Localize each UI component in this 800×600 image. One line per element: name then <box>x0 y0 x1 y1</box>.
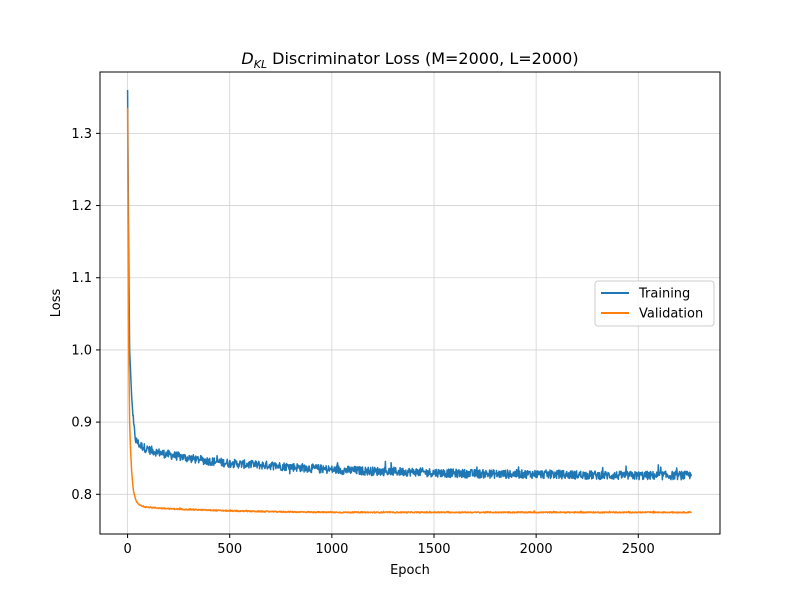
x-tick-label: 2000 <box>520 542 553 557</box>
legend-label-validation: Validation <box>639 307 703 322</box>
series-layer <box>126 90 693 514</box>
y-tick-label: 0.9 <box>71 416 92 431</box>
y-tick-label: 1.2 <box>71 199 92 214</box>
axis-ticks: 0 500 1000 1500 2000 2500 0.8 0.9 1.0 1.1 1.2 1.3 <box>71 127 655 557</box>
series-line-training <box>126 90 693 481</box>
title-subscript: KL <box>254 58 267 71</box>
chart-title: DKL Discriminator Loss (M=2000, L=2000) <box>241 49 578 71</box>
x-tick-label: 2500 <box>622 542 655 557</box>
legend: Training Validation <box>594 280 715 327</box>
title-symbol: D <box>241 49 253 68</box>
plot-frame <box>99 71 721 535</box>
y-tick-label: 1.1 <box>71 271 92 286</box>
y-tick-label: 0.8 <box>71 488 92 503</box>
x-tick-label: 500 <box>217 542 242 557</box>
series-line-validation <box>126 108 692 514</box>
y-tick-label: 1.3 <box>71 127 92 142</box>
legend-label-training: Training <box>638 287 690 302</box>
y-axis-label: Loss <box>49 289 64 318</box>
y-tick-label: 1.0 <box>71 343 92 358</box>
x-tick-label: 1000 <box>315 542 348 557</box>
x-axis-label: Epoch <box>390 563 430 578</box>
x-tick-label: 1500 <box>417 542 450 557</box>
x-tick-label: 0 <box>123 542 131 557</box>
title-rest: Discriminator Loss (M=2000, L=2000) <box>267 49 579 68</box>
